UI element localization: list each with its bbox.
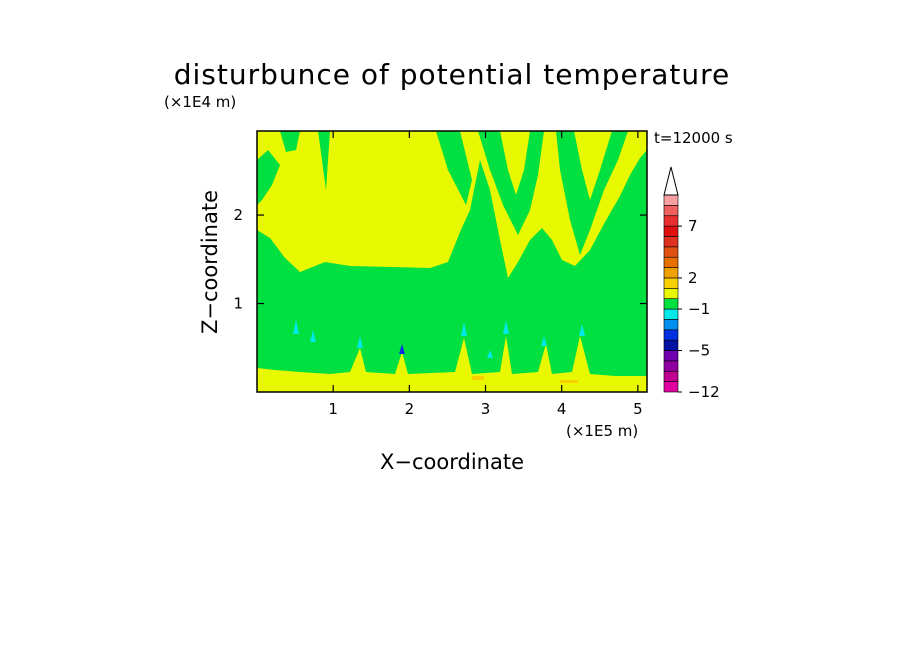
colorbar-swatch — [663, 308, 679, 320]
colorbar-tick-label: −1 — [688, 300, 710, 318]
y-axis: 12 — [233, 206, 647, 313]
colorbar-tick-label: 7 — [688, 217, 698, 235]
colorbar-swatch — [663, 256, 679, 268]
colorbar: −12−5−127 — [663, 166, 720, 401]
cold-spike — [399, 344, 405, 354]
colorbar-extend-arrow — [663, 166, 679, 196]
time-label: t=12000 s — [654, 129, 733, 147]
colorbar-swatch — [663, 194, 679, 206]
warm-region-upper — [257, 131, 647, 278]
colorbar-tick-label: −5 — [688, 342, 710, 360]
cold-spike — [293, 320, 299, 334]
colorbar-swatch — [663, 288, 679, 299]
colorbar-tick-label: −12 — [688, 383, 720, 401]
x-tick-label: 2 — [405, 400, 415, 418]
x-axis-label: X−coordinate — [380, 450, 524, 474]
cool-wedge-1 — [318, 131, 330, 190]
chart-title: disturbunce of potential temperature — [174, 58, 731, 91]
colorbar-swatch — [663, 350, 679, 362]
x-tick-label: 1 — [328, 400, 338, 418]
cold-spike — [579, 324, 585, 336]
colorbar-swatch — [663, 267, 679, 279]
warm-strong-patch — [472, 376, 484, 380]
cold-spike — [541, 336, 547, 346]
colorbar-swatch — [663, 370, 679, 382]
cool-patch-left — [257, 150, 280, 205]
cool-wedge-2 — [436, 131, 472, 205]
colorbar-swatch — [663, 236, 679, 248]
plot-frame — [256, 130, 648, 393]
plot-area — [257, 131, 647, 392]
x-axis: 1 2 3 4 5 — [328, 131, 643, 418]
colorbar-swatch — [663, 205, 679, 217]
colorbar-swatch — [663, 339, 679, 351]
colorbar-swatch — [663, 298, 679, 310]
cold-spike — [503, 320, 509, 334]
y-axis-label: Z−coordinate — [198, 190, 222, 334]
colorbar-swatch — [663, 381, 679, 393]
warm-strong-patch — [560, 380, 578, 383]
x-unit-label: (×1E5 m) — [566, 422, 638, 440]
colorbar-swatch — [663, 319, 679, 331]
cool-wedge-4 — [556, 131, 628, 255]
colorbar-swatch — [663, 360, 679, 372]
y-tick-label: 2 — [233, 206, 243, 224]
cold-spike — [310, 330, 316, 342]
cold-spike — [461, 322, 467, 336]
colorbar-swatch — [663, 225, 679, 237]
colorbar-swatch — [663, 329, 679, 341]
warm-region-lower — [257, 336, 647, 392]
y-tick-label: 1 — [233, 295, 243, 313]
cool-wedge-3 — [478, 131, 544, 235]
colorbar-tick-label: 2 — [688, 269, 698, 287]
cool-patch-top — [280, 131, 300, 152]
x-tick-label: 3 — [481, 400, 491, 418]
colorbar-swatch — [663, 215, 679, 227]
colorbar-swatch — [663, 277, 679, 289]
cold-spike — [487, 350, 493, 358]
colorbar-swatch — [663, 246, 679, 258]
x-tick-label: 5 — [633, 400, 643, 418]
x-tick-label: 4 — [557, 400, 567, 418]
cold-spike — [357, 336, 363, 348]
y-unit-label: (×1E4 m) — [164, 93, 236, 111]
